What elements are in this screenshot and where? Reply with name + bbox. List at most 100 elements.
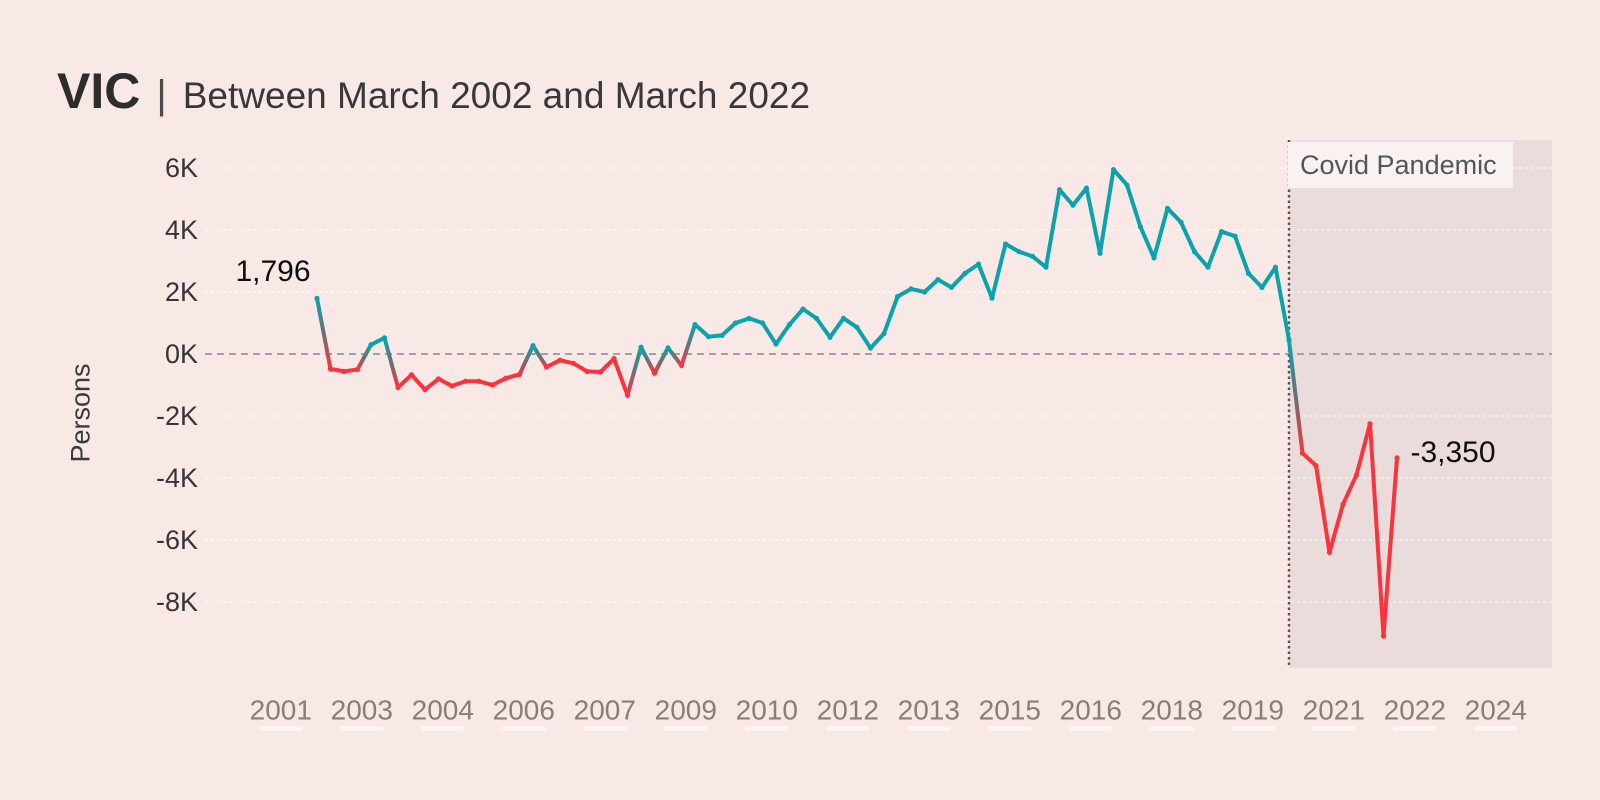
title-separator: | [156, 73, 167, 117]
data-point-marker [1218, 228, 1225, 235]
x-tick-mark [663, 726, 708, 731]
data-point-marker [867, 345, 874, 351]
covid-region-label: Covid Pandemic [1288, 142, 1513, 188]
migration-line-segment [1179, 220, 1197, 254]
x-tick-label: 2012 [817, 695, 879, 726]
migration-line-segment [639, 345, 657, 376]
migration-line-segment [1111, 167, 1129, 188]
y-tick-label: 0K [165, 339, 198, 369]
data-point-marker [557, 357, 563, 363]
data-point-marker [503, 375, 509, 381]
migration-line-segment [1246, 271, 1264, 290]
data-point-marker [435, 376, 442, 382]
data-point-marker [935, 277, 941, 283]
data-point-marker [489, 382, 496, 388]
migration-line-segment [1138, 224, 1156, 260]
migration-line-segment [1354, 421, 1372, 477]
migration-line-segment [423, 376, 441, 392]
data-point-marker [773, 341, 779, 347]
title-state: VIC [57, 63, 141, 119]
x-tick-label: 2006 [493, 695, 555, 726]
data-point-marker [1259, 284, 1265, 290]
migration-line-segment [666, 345, 684, 368]
migration-line-segment [1233, 234, 1251, 276]
data-point-marker [408, 372, 415, 378]
data-point-marker [1340, 501, 1346, 507]
x-tick-label: 2010 [736, 695, 798, 726]
data-point-marker [1097, 250, 1103, 256]
data-point-marker [395, 384, 401, 391]
migration-line-segment [963, 262, 981, 276]
data-point-marker [665, 345, 671, 351]
x-tick-label: 2018 [1141, 695, 1203, 726]
x-tick-label: 2021 [1303, 695, 1365, 726]
data-point-marker [1380, 633, 1387, 639]
migration-line-segment [1341, 472, 1359, 507]
migration-line-segment [1030, 254, 1048, 270]
data-point-marker [678, 362, 685, 369]
migration-line-segment [1125, 183, 1143, 229]
data-point-marker [638, 344, 644, 350]
data-point-marker [1232, 233, 1238, 239]
data-point-markers [314, 166, 1400, 639]
data-point-marker [759, 320, 766, 326]
migration-line-segment [990, 241, 1008, 301]
migration-line-segment [1057, 187, 1075, 208]
data-point-marker [948, 284, 955, 290]
migration-line-segment [531, 343, 549, 370]
data-point-marker [368, 342, 374, 348]
data-point-marker [921, 289, 928, 295]
data-point-marker [813, 315, 820, 321]
data-point-marker [1245, 270, 1252, 276]
data-point-marker [341, 368, 347, 374]
x-tick-mark [744, 726, 789, 731]
data-point-marker [1178, 219, 1184, 225]
migration-line-segment [855, 325, 873, 351]
x-tick-mark [420, 726, 465, 731]
data-point-marker [854, 324, 860, 330]
x-tick-mark [1311, 726, 1356, 731]
data-point-marker [624, 392, 631, 398]
migration-line-segment [1381, 455, 1399, 639]
title-subtitle: Between March 2002 and March 2022 [182, 75, 811, 116]
migration-line-segment [868, 331, 886, 351]
data-point-marker [462, 378, 469, 384]
migration-line-segment [598, 356, 616, 374]
migration-line-segment [693, 322, 711, 339]
data-point-marker [719, 332, 725, 338]
data-point-marker [354, 366, 361, 373]
x-tick-label: 2015 [979, 695, 1041, 726]
data-point-marker [1002, 241, 1009, 247]
data-point-marker [1056, 187, 1063, 193]
migration-line-segment [1327, 502, 1345, 555]
data-point-marker [1070, 202, 1076, 208]
data-point-marker [651, 370, 658, 376]
y-tick-label: -4K [156, 463, 198, 493]
data-point-marker [989, 295, 995, 301]
covid-region [1289, 140, 1552, 668]
migration-line-segment [652, 345, 670, 376]
migration-line-segment [1206, 229, 1224, 270]
data-point-marker [1353, 472, 1360, 478]
data-point-marker [975, 261, 982, 267]
migration-line-segment [612, 356, 630, 398]
migration-line-segment [787, 307, 805, 327]
data-point-marker [543, 364, 550, 370]
migration-line-segment [1287, 338, 1305, 456]
page-title: VIC | Between March 2002 and March 2022 [57, 62, 810, 120]
migration-line [315, 167, 1399, 639]
migration-line-segment [922, 277, 940, 294]
data-point-marker [1205, 264, 1211, 270]
migration-line-segment [1152, 206, 1170, 260]
data-point-marker [530, 343, 536, 349]
data-point-marker [1016, 249, 1022, 255]
x-tick-label: 2003 [331, 695, 393, 726]
migration-line-segment [976, 262, 994, 301]
data-point-marker [476, 378, 482, 384]
migration-line-segment [1314, 463, 1332, 555]
x-tick-mark [1230, 726, 1275, 731]
y-axis-title: Persons [65, 363, 96, 463]
x-tick-label: 2009 [655, 695, 717, 726]
migration-line-segment [814, 316, 832, 340]
migration-line-segment [882, 294, 900, 336]
